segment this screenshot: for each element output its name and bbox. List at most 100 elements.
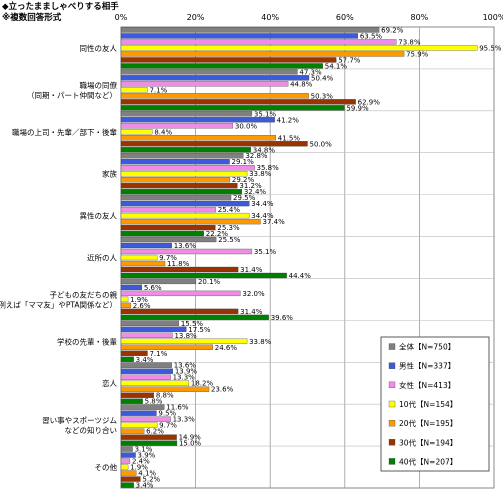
bar: [120, 105, 345, 111]
bar: [120, 189, 243, 195]
bar: [120, 266, 239, 273]
bar: [120, 194, 232, 201]
bar: [120, 123, 234, 129]
bar: [120, 147, 251, 153]
bar: [120, 470, 137, 476]
bar: [120, 153, 244, 159]
data-label: 2.4%: [132, 458, 150, 466]
data-label: 63.5%: [360, 32, 383, 40]
data-label: 24.6%: [215, 344, 238, 352]
legend-swatch: [388, 343, 396, 350]
bar: [120, 248, 253, 255]
data-label: 31.4%: [240, 308, 263, 316]
data-label: 73.8%: [398, 38, 421, 46]
x-tick-label: 0%: [115, 13, 128, 22]
data-label: 34.4%: [251, 212, 274, 220]
data-label: 18.2%: [191, 380, 214, 388]
bar: [120, 81, 289, 87]
legend-swatch: [388, 458, 396, 465]
category-label: 家族: [102, 169, 117, 179]
bar: [120, 416, 171, 422]
legend-label: 女性【N=413】: [399, 380, 455, 390]
bar: [120, 99, 356, 105]
data-label: 31.2%: [239, 182, 262, 190]
legend-swatch: [388, 439, 396, 446]
bar: [120, 129, 153, 135]
bar: [120, 57, 337, 63]
bar: [120, 200, 250, 207]
data-label: 39.6%: [271, 314, 294, 322]
data-label: 25.5%: [218, 236, 241, 244]
bar: [120, 434, 177, 440]
data-label: 13.6%: [174, 362, 197, 370]
data-label: 31.4%: [240, 266, 263, 274]
data-label: 32.0%: [242, 290, 265, 298]
bar: [120, 171, 248, 177]
bar: [120, 398, 143, 404]
bar: [120, 159, 230, 165]
bar: [120, 165, 255, 171]
data-label: 50.4%: [311, 74, 334, 82]
x-tick-label: 80%: [411, 13, 429, 22]
data-label: 32.8%: [245, 152, 268, 160]
bar: [120, 380, 190, 386]
legend-label: 30代【N=194】: [399, 437, 457, 447]
bar: [120, 242, 172, 249]
data-label: 44.4%: [289, 272, 312, 280]
bar: [120, 278, 197, 285]
data-label: 37.4%: [263, 218, 286, 226]
data-label: 35.8%: [257, 164, 280, 172]
bar: [120, 183, 238, 189]
data-label: 9.5%: [158, 410, 176, 418]
data-label: 15.5%: [181, 320, 204, 328]
data-label: 9.7%: [159, 422, 177, 430]
x-tick-label: 40%: [261, 13, 279, 22]
bar: [120, 326, 187, 332]
data-label: 57.7%: [338, 56, 361, 64]
data-label: 33.8%: [249, 338, 272, 346]
legend-label: 10代【N=154】: [399, 399, 457, 409]
legend-label: 全体【N=750】: [399, 342, 455, 352]
bar: [120, 410, 157, 416]
legend-swatch: [388, 400, 396, 408]
category-label: （同期・パート仲間など）: [27, 90, 117, 100]
data-label: 13.8%: [174, 332, 197, 340]
bar: [120, 111, 253, 117]
data-label: 44.8%: [290, 80, 313, 88]
data-label: 25.3%: [217, 224, 240, 232]
chart-subtitle: ※複数回答形式: [2, 13, 62, 23]
data-label: 23.6%: [211, 386, 234, 394]
data-label: 47.3%: [299, 68, 322, 76]
data-label: 17.5%: [188, 326, 211, 334]
data-label: 54.1%: [325, 62, 348, 70]
data-label: 6.2%: [146, 428, 164, 436]
bar: [120, 308, 239, 315]
data-label: 62.9%: [358, 98, 381, 106]
bar: [120, 368, 173, 374]
data-label: 35.1%: [254, 248, 277, 256]
data-label: 33.8%: [249, 170, 272, 178]
bar: [120, 350, 148, 356]
bar: [120, 422, 158, 428]
legend-swatch: [388, 381, 396, 389]
data-label: 14.9%: [179, 434, 202, 442]
data-label: 75.9%: [406, 50, 429, 58]
bar: [120, 344, 213, 350]
data-label: 7.1%: [149, 350, 167, 358]
data-label: 35.1%: [254, 110, 277, 118]
data-label: 9.7%: [159, 254, 177, 262]
bar: [120, 452, 136, 458]
bar: [120, 177, 231, 183]
data-label: 11.8%: [167, 260, 190, 268]
bar: [120, 69, 298, 75]
data-label: 50.3%: [311, 92, 334, 100]
bar: [120, 482, 134, 488]
legend-label: 男性【N=337】: [399, 361, 455, 371]
bar: [120, 362, 172, 368]
bar: [120, 338, 248, 344]
bar: [120, 404, 165, 410]
data-label: 29.2%: [232, 176, 255, 184]
data-label: 32.4%: [244, 188, 267, 196]
data-label: 22.2%: [206, 230, 229, 238]
